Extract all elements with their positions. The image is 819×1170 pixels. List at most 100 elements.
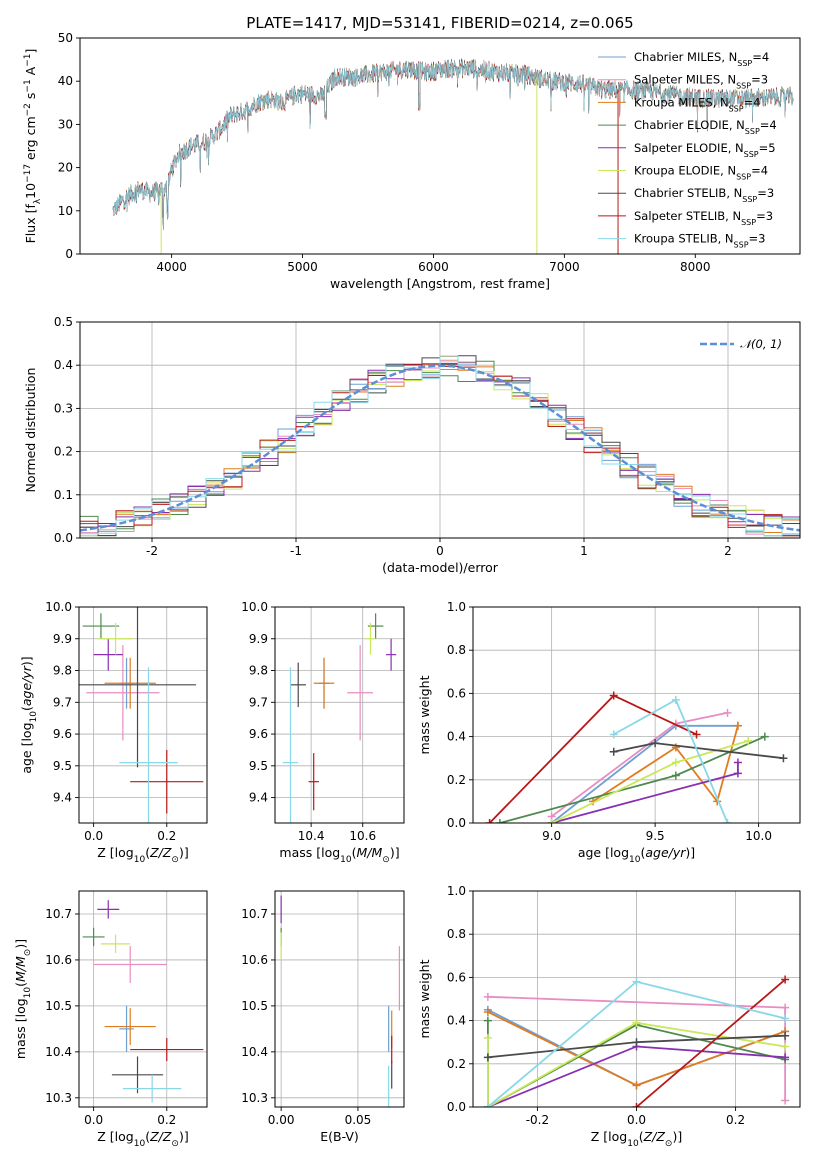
x-axis-label-part: wavelength [Angstrom, rest frame] bbox=[330, 276, 550, 291]
figure-title: PLATE=1417, MJD=53141, FIBERID=0214, z=0… bbox=[246, 14, 633, 32]
y-axis-label-part: 10 bbox=[23, 183, 38, 199]
y-tick-label: 10.5 bbox=[45, 999, 72, 1013]
x-axis-label-part: ( bbox=[352, 845, 357, 860]
mass-weight-marker bbox=[483, 992, 492, 1001]
y-tick-label: 0.1 bbox=[54, 488, 73, 502]
x-axis-label: (data-model)/error bbox=[382, 560, 499, 575]
legend-label: Kroupa MILES, NSSP=4 bbox=[634, 95, 760, 113]
x-axis-label-part: ( bbox=[145, 1129, 150, 1144]
y-axis-label-part: ( bbox=[19, 706, 34, 711]
x-tick-label: 0.2 bbox=[726, 1113, 745, 1127]
mass-weight-marker bbox=[744, 736, 753, 745]
y-tick-label: 9.7 bbox=[249, 695, 268, 709]
x-tick-label: 9.0 bbox=[542, 829, 561, 843]
y-axis-label-part: ] bbox=[23, 49, 38, 54]
x-axis-label: Z [log10(Z/Z⊙)] bbox=[97, 1129, 188, 1149]
x-tick-label: 8000 bbox=[680, 260, 711, 274]
y-tick-label: 10.7 bbox=[241, 907, 268, 921]
x-tick-label: 9.5 bbox=[646, 829, 665, 843]
mass-weight-marker bbox=[733, 758, 742, 767]
x-tick-label: 10.0 bbox=[745, 829, 772, 843]
y-tick-label: 10.4 bbox=[241, 1045, 268, 1059]
mass-weight-marker bbox=[671, 695, 680, 704]
y-tick-label: 9.8 bbox=[249, 664, 268, 678]
y-tick-label: 9.7 bbox=[53, 695, 72, 709]
legend-label-text: Salpeter MILES, N bbox=[634, 73, 736, 87]
legend-label-sub: SSP bbox=[744, 149, 759, 158]
mass-weight-marker bbox=[760, 732, 769, 741]
x-tick-label: 1 bbox=[580, 544, 588, 558]
mass-weight-marker bbox=[485, 819, 494, 823]
x-axis-label-part: 10 bbox=[134, 855, 146, 865]
x-tick-label: 0.2 bbox=[157, 1113, 176, 1127]
legend-label: Salpeter ELODIE, NSSP=5 bbox=[634, 141, 776, 159]
y-tick-label: 0.0 bbox=[447, 1100, 466, 1114]
y-axis-label: mass weight bbox=[417, 675, 432, 754]
y-tick-label: 0.8 bbox=[447, 927, 466, 941]
x-axis-label-part: )] bbox=[685, 845, 695, 860]
y-tick-label: 30 bbox=[58, 117, 73, 131]
mass-weight-marker bbox=[495, 819, 504, 823]
legend-label-sub: SSP bbox=[729, 104, 744, 113]
x-tick-label: 0.00 bbox=[268, 1113, 295, 1127]
x-tick-label: 4000 bbox=[156, 260, 187, 274]
legend-label-value: =4 bbox=[751, 164, 768, 178]
y-tick-label: 0.3 bbox=[54, 401, 73, 415]
mass-weight-marker bbox=[483, 1053, 492, 1062]
mass-vs-ebv-plot-area bbox=[275, 891, 404, 1107]
legend-label-text: Salpeter ELODIE, N bbox=[634, 141, 744, 155]
y-axis-label-part: )] bbox=[19, 656, 34, 666]
legend-label-sub: SSP bbox=[734, 240, 749, 249]
y-axis-label-part: ( bbox=[13, 982, 28, 987]
residuals-axes-frame bbox=[79, 321, 801, 539]
x-axis-label-part: Z [log bbox=[97, 845, 133, 860]
mass-weight-marker bbox=[671, 758, 680, 767]
y-tick-label: 9.8 bbox=[53, 664, 72, 678]
mass-weight-marker bbox=[781, 1031, 790, 1040]
y-axis-label-part: 10 bbox=[23, 987, 33, 999]
x-axis-label-part: )] bbox=[390, 845, 400, 860]
y-axis-label: Normed distribution bbox=[23, 368, 38, 493]
y-tick-label: 0.5 bbox=[54, 315, 73, 329]
y-tick-label: 0 bbox=[65, 247, 73, 261]
mass-weight-marker bbox=[483, 1103, 492, 1107]
x-axis-label-part: age/yr bbox=[645, 845, 686, 860]
mass-weight-marker bbox=[483, 1007, 492, 1016]
age-vs-mass-plot-area bbox=[275, 607, 404, 823]
legend-label-sub: SSP bbox=[745, 127, 760, 136]
mass-weight-marker bbox=[483, 1033, 492, 1042]
y-tick-label: 9.5 bbox=[249, 759, 268, 773]
y-tick-label: 0.4 bbox=[447, 730, 466, 744]
x-axis-label-part: Z/Z bbox=[643, 1129, 666, 1144]
x-axis-label: E(B-V) bbox=[320, 1129, 359, 1144]
x-axis-label: age [log10(age/yr)] bbox=[578, 845, 695, 865]
x-tick-label: 7000 bbox=[549, 260, 580, 274]
y-tick-label: 10.6 bbox=[241, 953, 268, 967]
x-axis-label-part: )] bbox=[179, 1129, 189, 1144]
x-axis-label: Z [log10(Z/Z⊙)] bbox=[591, 1129, 682, 1149]
x-tick-label: 10.4 bbox=[298, 829, 325, 843]
legend-label-text: Chabrier MILES, N bbox=[634, 50, 737, 64]
legend-label-sub: SSP bbox=[737, 59, 752, 68]
y-axis-label-part: mass weight bbox=[417, 675, 432, 754]
x-axis-label-part: )] bbox=[179, 845, 189, 860]
spectrum-line bbox=[112, 59, 794, 230]
x-tick-label: 2 bbox=[724, 544, 732, 558]
x-tick-label: -0.2 bbox=[526, 1113, 549, 1127]
age-vs-Z-plot-area bbox=[79, 607, 207, 823]
x-tick-label: 6000 bbox=[418, 260, 449, 274]
mass-weight-marker bbox=[651, 739, 660, 748]
y-axis-label: mass [log10(M/M⊙)] bbox=[13, 939, 33, 1059]
y-tick-label: 9.6 bbox=[249, 727, 268, 741]
y-tick-label: 10.3 bbox=[241, 1091, 268, 1105]
y-axis-label-part: age/yr bbox=[19, 665, 34, 706]
massweight-vs-age-axes-frame bbox=[472, 606, 801, 824]
y-tick-label: 9.9 bbox=[53, 632, 72, 646]
mass-weight-marker bbox=[781, 1014, 790, 1023]
y-tick-label: 9.4 bbox=[53, 791, 72, 805]
y-tick-label: 0.0 bbox=[54, 531, 73, 545]
legend-label-value: =3 bbox=[749, 232, 766, 246]
mass-weight-marker bbox=[723, 708, 732, 717]
y-tick-label: 10.7 bbox=[45, 907, 72, 921]
